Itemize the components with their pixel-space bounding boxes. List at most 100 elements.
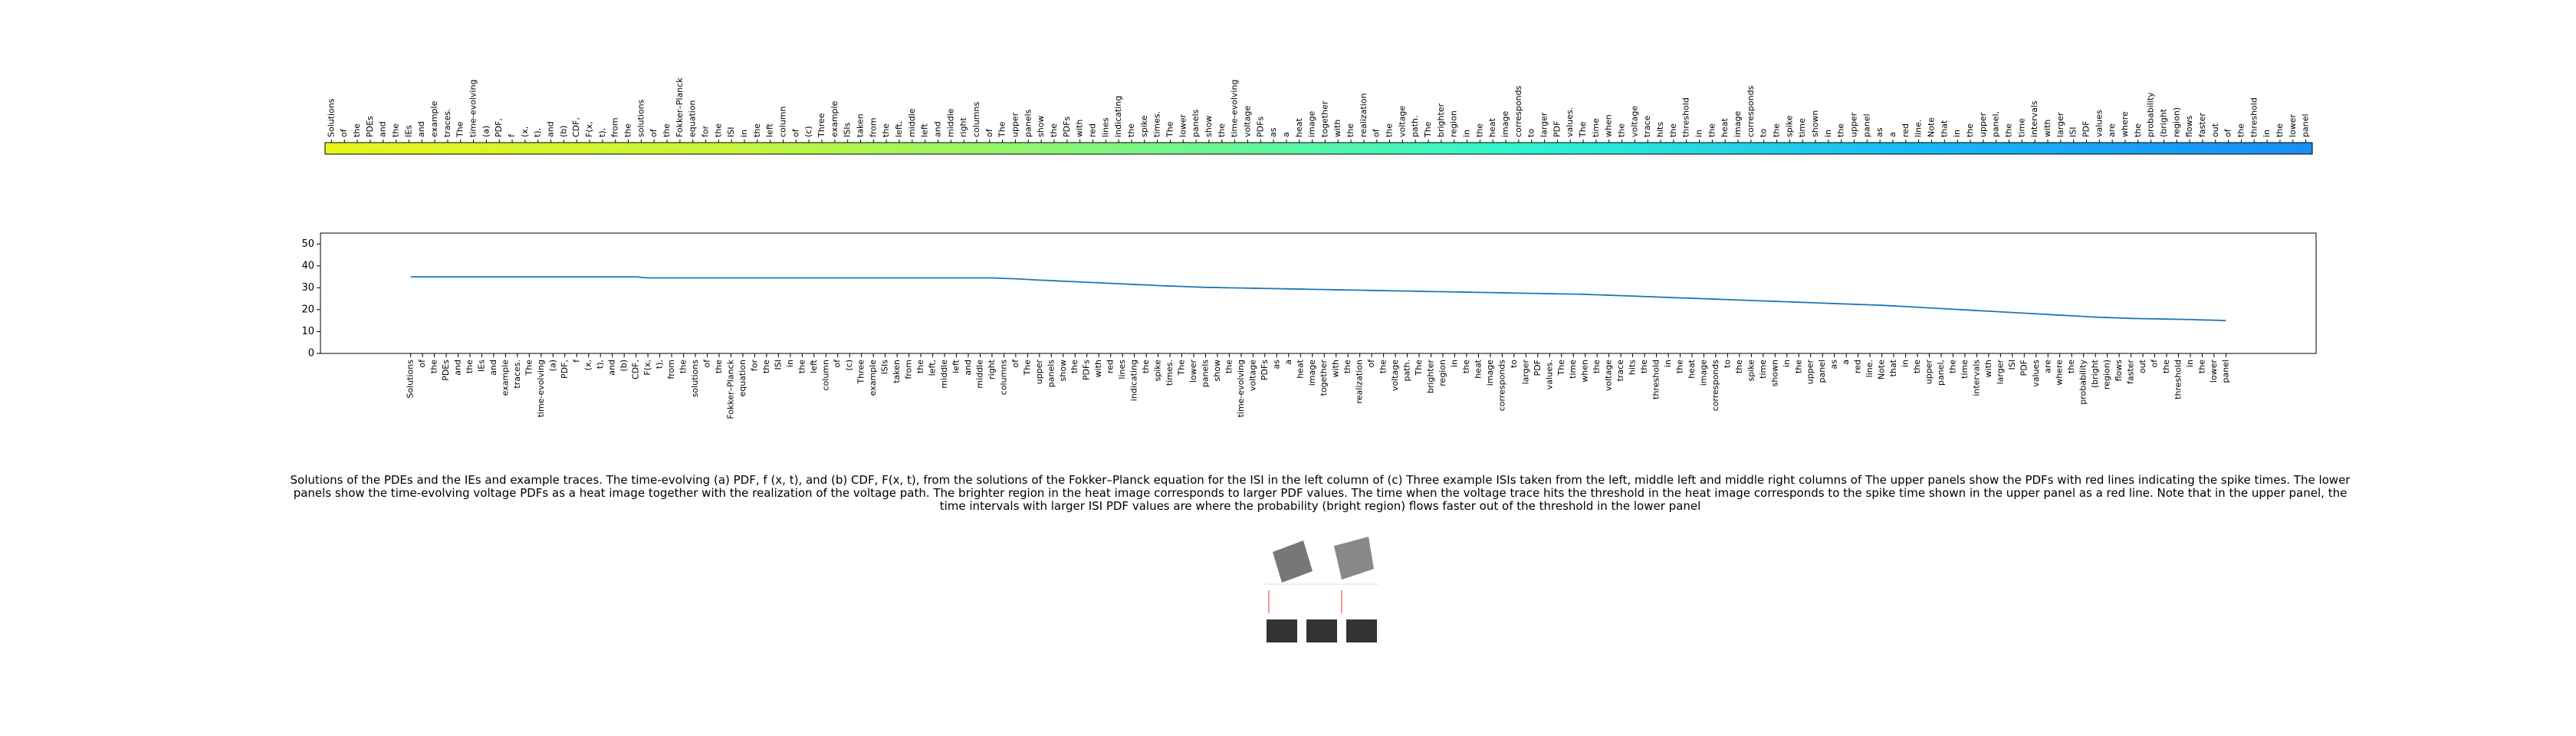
colorbar-tick-label: the — [2236, 123, 2246, 137]
x-tick-label: the — [1342, 360, 1352, 373]
colorbar-tick-label: the — [1049, 123, 1059, 137]
x-tick-label: path. — [1402, 360, 1412, 382]
colorbar-tick-label: red — [1087, 123, 1097, 137]
x-tick-label: image — [1485, 360, 1495, 386]
x-tick-label: the — [1461, 360, 1471, 373]
x-tick-label: lines — [1117, 360, 1127, 380]
colorbar-tick-label: the — [752, 123, 762, 137]
colorbar-tick-label: (a) — [481, 126, 491, 137]
x-tick-label: the — [1592, 360, 1602, 373]
colorbar-tick-label: PDF — [2081, 121, 2091, 137]
colorbar-tick-label: (c) — [803, 126, 813, 137]
x-tick-label: middle — [974, 360, 984, 389]
x-tick-label: in — [1901, 360, 1911, 367]
colorbar-tick-label: the — [1965, 123, 1975, 137]
colorbar-tick-label: panel, — [1991, 111, 2001, 137]
colorbar-tick-label: t), — [597, 128, 607, 137]
x-tick-label: (a) — [547, 360, 557, 371]
colorbar-tick-label: solutions — [636, 99, 646, 137]
colorbar-tick-label: panels — [1023, 109, 1033, 137]
colorbar-tick-label: ISIs — [843, 123, 853, 137]
x-tick-label: threshold — [1651, 360, 1661, 399]
colorbar-tick-label: Fokker–Planck — [675, 77, 685, 137]
x-tick-label: as — [1271, 360, 1281, 370]
colorbar-tick-label: traces. — [442, 108, 452, 137]
x-tick-label: with — [1093, 360, 1103, 377]
x-tick-label: faster — [2126, 360, 2136, 384]
colorbar-tick-label: show — [1036, 116, 1046, 137]
x-tick-label: (b) — [619, 360, 629, 372]
colorbar-tick-label: corresponds — [1746, 85, 1756, 137]
colorbar-tick-label: PDF, — [494, 118, 504, 137]
x-tick-label: (bright — [2090, 359, 2100, 388]
x-tick-label: of — [702, 359, 712, 368]
x-tick-label: voltage — [1604, 360, 1614, 391]
x-tick-label: of — [1366, 359, 1376, 368]
colorbar-tick-label: as — [1875, 127, 1884, 137]
x-tick-label: of — [2150, 359, 2160, 368]
colorbar-tick-label: larger — [2055, 112, 2065, 137]
x-tick-label: and — [963, 360, 973, 376]
colorbar-tick-label: the — [1836, 123, 1846, 137]
colorbar-tick-label: the — [391, 123, 401, 137]
x-tick-label: upper — [1806, 360, 1815, 385]
colorbar-tick-label: and — [378, 121, 388, 137]
colorbar-tick-label: image — [1500, 111, 1510, 137]
colorbar-tick-label: trace — [1642, 115, 1652, 137]
colorbar-tick-label: The — [1578, 121, 1588, 138]
thumb-surface — [1334, 537, 1374, 580]
colorbar-tick-label: values — [2094, 110, 2104, 137]
x-tick-label: region — [1438, 360, 1447, 386]
colorbar-tick-label: the — [623, 123, 633, 137]
x-tick-label: probability — [2078, 360, 2088, 405]
colorbar-tick-label: IEs — [403, 125, 413, 137]
x-tick-label: voltage — [1390, 360, 1400, 391]
x-tick-label: time — [1568, 360, 1578, 379]
x-tick-label: are — [2042, 360, 2052, 373]
colorbar-tick-label: the — [2133, 123, 2143, 137]
colorbar-tick-label: PDFs — [1255, 117, 1265, 137]
colorbar-tick-label: region) — [2171, 107, 2181, 137]
x-tick-label: panels — [1046, 360, 1056, 388]
x-tick-label: the — [714, 360, 724, 373]
colorbar-tick-label: (x, — [520, 127, 530, 137]
colorbar-tick-label: the — [662, 123, 672, 137]
colorbar-tick-label: with — [2042, 120, 2052, 137]
colorbar-tick-label: upper — [1978, 112, 1988, 137]
x-tick-label: with — [1983, 360, 1993, 377]
thumb-heat — [1306, 619, 1337, 642]
colorbar-tick-label: (b) — [558, 125, 568, 137]
x-tick-label: lower — [2209, 360, 2219, 383]
colorbar-tick-label: the — [2275, 123, 2285, 137]
x-tick-label: and — [453, 360, 463, 376]
thumbnail — [1260, 522, 1380, 644]
x-tick-label: show — [1058, 360, 1068, 381]
colorbar-tick-label: heat — [1294, 118, 1304, 137]
colorbar-tick-label: a — [1281, 132, 1291, 137]
colorbar-tick-label: panels — [1191, 109, 1201, 137]
x-tick-label: (x, — [583, 360, 593, 370]
x-tick-label: the — [1734, 360, 1744, 373]
x-tick-label: voltage — [1247, 360, 1257, 391]
x-tick-label: a — [1283, 360, 1293, 365]
x-tick-label: column — [820, 360, 830, 391]
x-tick-label: Fokker–Planck — [725, 359, 735, 419]
colorbar-tick-label: taken — [855, 113, 865, 137]
y-tick-label: 10 — [301, 326, 314, 337]
colorbar-tick-label: PDFs — [1062, 117, 1072, 137]
x-tick-label: realization — [1355, 360, 1365, 404]
colorbar-tick-label: voltage — [1397, 106, 1407, 137]
x-tick-label: the — [915, 360, 925, 373]
x-tick-label: the — [2066, 360, 2076, 373]
colorbar-tick-label: The — [1165, 121, 1175, 138]
x-tick-label: The — [524, 360, 534, 376]
colorbar-tick-label: The — [455, 121, 465, 138]
colorbar-tick-label: left, — [894, 121, 904, 137]
x-tick-label: flows — [2114, 360, 2124, 382]
line — [410, 276, 2226, 322]
colorbar-tick-label: time — [1797, 118, 1807, 137]
x-tick-label: The — [1556, 360, 1566, 376]
y-tick-label: 40 — [301, 260, 314, 271]
